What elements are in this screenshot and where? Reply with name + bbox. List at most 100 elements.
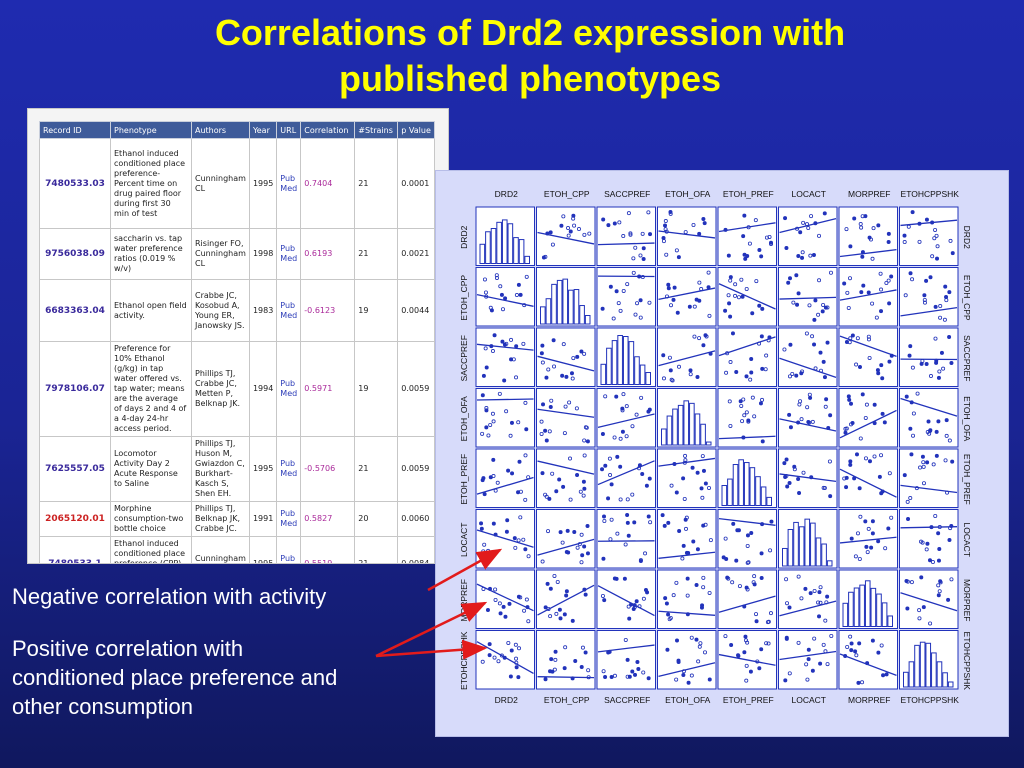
scatter-point	[621, 234, 626, 239]
scatter-point	[943, 458, 948, 463]
scatter-point	[745, 640, 750, 645]
scatter-point	[626, 211, 631, 216]
regression-line	[839, 409, 897, 439]
column-header[interactable]: p Value	[397, 121, 436, 139]
histogram-bar	[782, 547, 788, 567]
scatter-point	[487, 653, 492, 658]
regression-line	[839, 248, 897, 258]
pubmed-link[interactable]: Pub Med	[276, 536, 302, 563]
column-label-bottom: ETOH_CPP	[544, 695, 590, 705]
scatter-point	[743, 256, 748, 261]
scatter-point	[818, 661, 823, 666]
correlation-link[interactable]: -0.6123	[300, 279, 356, 342]
scatter-point	[641, 246, 646, 251]
authors-cell: Cunningham CL	[191, 536, 250, 563]
scatter-point	[612, 435, 617, 440]
scatter-point	[870, 301, 875, 306]
pubmed-link[interactable]: Pub Med	[276, 341, 302, 437]
scatter-point	[540, 559, 545, 564]
scatter-point	[749, 531, 754, 536]
table-row: 2065120.01 Morphine consumption-two bottl…	[39, 501, 436, 537]
authors-cell: Risinger FO, Cunningham CL	[191, 228, 250, 280]
scatter-point	[600, 467, 605, 472]
scatter-point	[603, 463, 608, 468]
regression-line	[537, 355, 595, 372]
column-label-bottom: ETOH_PREF	[723, 695, 774, 705]
column-header[interactable]: Record ID	[39, 121, 111, 139]
histogram-bar	[821, 543, 827, 567]
row-label-right: ETOHCPPSHK	[962, 632, 972, 691]
column-header[interactable]: Year	[248, 121, 278, 139]
correlation-link[interactable]: 0.5827	[300, 501, 356, 537]
scatter-point	[866, 334, 871, 339]
column-header[interactable]: Correlation	[300, 121, 356, 139]
scatter-point	[800, 255, 805, 260]
row-label-left: MORPREF	[459, 579, 469, 622]
scatter-point	[863, 519, 868, 524]
histogram-bar	[568, 289, 574, 325]
histogram-bar	[749, 467, 756, 506]
correlation-link[interactable]: 0.6193	[300, 228, 356, 280]
record-id-link[interactable]: 7978106.07	[39, 341, 111, 437]
scatter-point	[669, 303, 674, 308]
scatter-point	[585, 551, 590, 556]
scatter-point	[733, 282, 738, 287]
scatter-point	[547, 496, 552, 501]
matrix-cell	[838, 630, 898, 690]
record-id-link[interactable]: 7625557.05	[39, 436, 111, 502]
strains-cell: 21	[354, 436, 399, 502]
scatter-point	[568, 497, 573, 502]
record-id-link[interactable]: 2065120.01	[39, 501, 111, 537]
scatter-point	[928, 374, 933, 379]
scatter-point	[628, 231, 633, 236]
scatter-point	[876, 223, 881, 228]
scatter-point	[543, 254, 548, 259]
strains-cell: 19	[354, 341, 399, 437]
scatter-point	[742, 252, 747, 257]
column-header[interactable]: URL	[276, 121, 302, 139]
record-id-link[interactable]: 6683363.04	[39, 279, 111, 342]
matrix-cell	[899, 630, 959, 690]
correlation-link[interactable]: 0.5971	[300, 341, 356, 437]
column-header[interactable]: #Strains	[354, 121, 399, 139]
scatter-point	[564, 589, 569, 594]
regression-line	[718, 435, 776, 440]
scatter-point	[938, 315, 943, 320]
correlation-link[interactable]: 0.5519	[300, 536, 356, 563]
scatter-point	[737, 584, 742, 589]
histogram-bar	[908, 661, 915, 688]
authors-cell: Phillips TJ, Belknap JK, Crabbe JC.	[191, 501, 250, 537]
correlation-link[interactable]: -0.5706	[300, 436, 356, 502]
histogram-bar	[738, 459, 744, 506]
pubmed-link[interactable]: Pub Med	[276, 436, 302, 502]
scatter-point	[560, 540, 565, 545]
scatter-point	[666, 520, 671, 525]
pubmed-link[interactable]: Pub Med	[276, 138, 302, 229]
column-header[interactable]: Authors	[191, 121, 250, 139]
record-id-link[interactable]: 9756038.09	[39, 228, 111, 280]
correlation-link[interactable]: 0.7404	[300, 138, 356, 229]
scatter-point	[922, 293, 927, 298]
scatter-point	[911, 433, 916, 438]
scatter-point	[701, 468, 706, 473]
scatter-point	[950, 459, 955, 464]
record-id-link[interactable]: 7480533.1	[39, 536, 111, 563]
scatter-point	[480, 431, 485, 436]
scatter-point	[858, 436, 863, 441]
column-header[interactable]: Phenotype	[110, 121, 192, 139]
scatter-point	[501, 604, 506, 609]
pubmed-link[interactable]: Pub Med	[276, 279, 302, 342]
column-label-bottom: ETOHCPPSHK	[901, 695, 960, 705]
scatter-point	[764, 235, 769, 240]
scatter-point	[905, 606, 910, 611]
scatter-point	[587, 231, 592, 236]
pubmed-link[interactable]: Pub Med	[276, 228, 302, 280]
histogram-bar	[903, 671, 909, 688]
pubmed-link[interactable]: Pub Med	[276, 501, 302, 537]
record-id-link[interactable]: 7480533.03	[39, 138, 111, 229]
scatter-point	[936, 419, 941, 424]
positive-note-line-2: conditioned place preference and	[12, 665, 338, 690]
matrix-cell	[778, 206, 838, 266]
scatter-point	[733, 293, 738, 298]
p-value-cell: 0.0021	[397, 228, 436, 280]
